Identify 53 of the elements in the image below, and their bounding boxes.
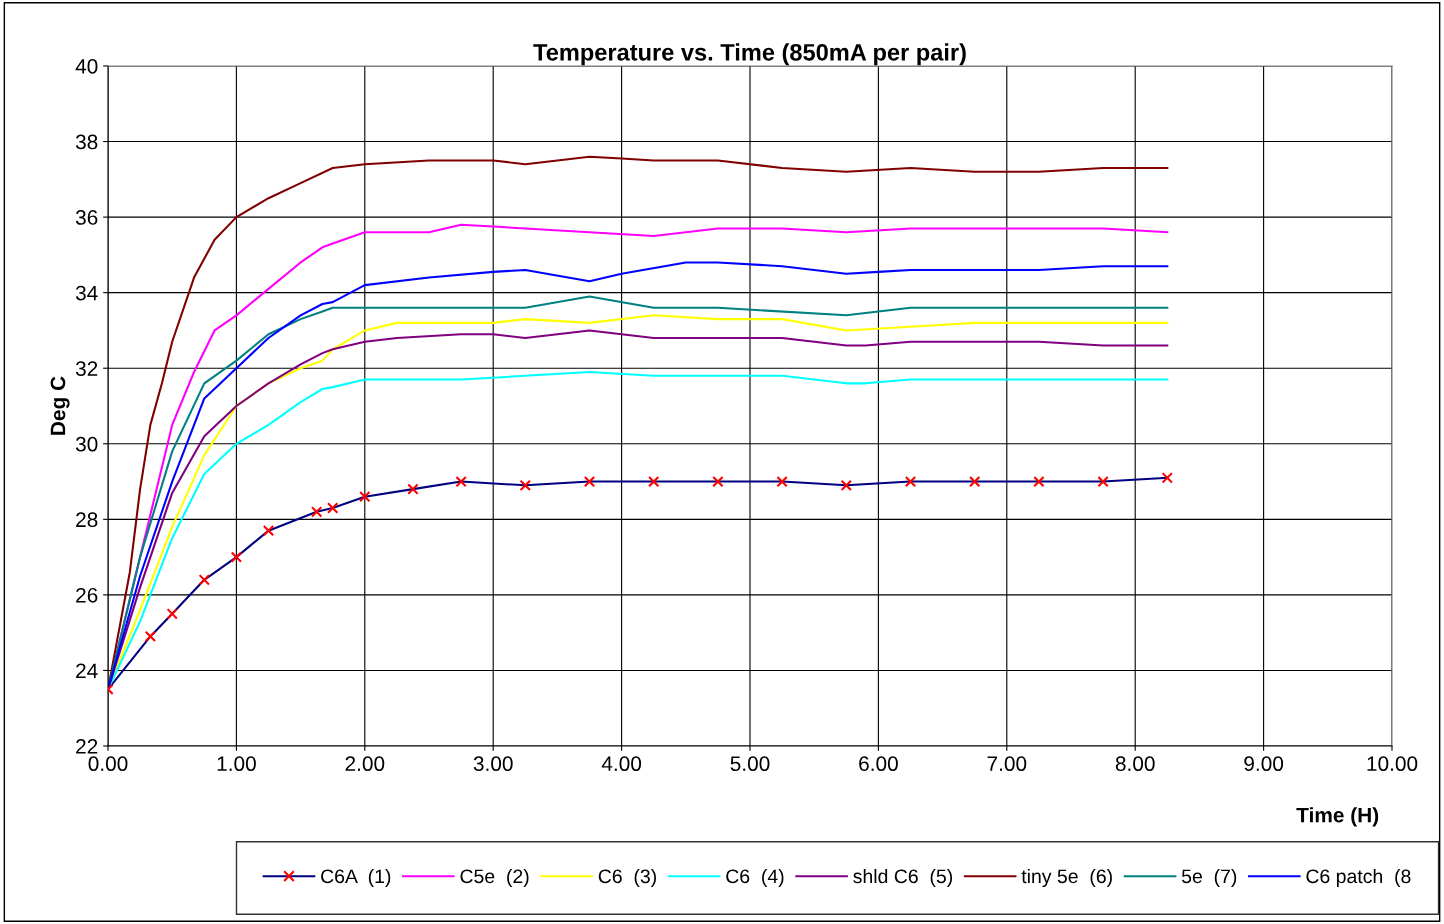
point — [230, 551, 243, 563]
y-tick-label: 28 — [76, 512, 98, 528]
legend-label: shld C6 (5) — [853, 868, 953, 888]
legend-label: tiny 5e (6) — [1021, 868, 1112, 888]
legend-label: C6 patch (8 — [1306, 868, 1411, 888]
point — [198, 574, 210, 586]
point — [1097, 475, 1109, 488]
point — [840, 479, 852, 492]
y-tick-label: 22 — [76, 739, 98, 754]
y-tick-label: 24 — [76, 663, 98, 678]
x-tick-label: 7.00 — [987, 756, 1027, 772]
x-tick-label: 2.00 — [345, 756, 385, 772]
y-axis-title: Deg C — [50, 376, 70, 435]
y-tick-label: 36 — [75, 210, 98, 225]
legend-label: 5e (7) — [1181, 868, 1237, 888]
y-tick-label: 38 — [75, 134, 98, 150]
y-tick-label: 26 — [76, 587, 98, 603]
point — [455, 475, 467, 488]
point — [144, 630, 157, 643]
point — [583, 475, 596, 488]
y-tick-label: 32 — [75, 361, 98, 376]
chart-title: Temperature vs. Time (850mA per pair) — [533, 43, 966, 66]
point — [1161, 472, 1173, 484]
point — [407, 483, 419, 495]
x-tick-label: 8.00 — [1115, 756, 1155, 772]
x-tick-label: 1.00 — [217, 756, 256, 772]
x-axis-title: Time (H) — [1296, 807, 1379, 827]
legend-label: C6 (3) — [598, 868, 656, 888]
x-tick-label: 9.00 — [1244, 756, 1284, 772]
x-tick-label: 0.00 — [88, 756, 128, 772]
point — [166, 608, 178, 620]
point — [904, 475, 917, 488]
point — [310, 506, 323, 518]
legend-label: C6 (4) — [726, 868, 784, 888]
x-tick-label: 3.00 — [473, 756, 513, 772]
point — [262, 524, 275, 537]
x-tick-label: 10.00 — [1367, 756, 1418, 772]
y-tick-label: 34 — [75, 285, 98, 301]
point — [1033, 475, 1045, 488]
x-tick-label: 6.00 — [859, 756, 898, 772]
legend-label: C5e (2) — [460, 868, 529, 888]
point — [648, 475, 660, 488]
point — [969, 475, 981, 488]
x-tick-label: 4.00 — [601, 756, 642, 772]
y-tick-label: 30 — [75, 436, 98, 452]
point — [327, 502, 339, 514]
point — [776, 475, 788, 488]
point — [519, 479, 531, 492]
y-tick-label: 40 — [75, 59, 98, 74]
point — [359, 490, 371, 503]
x-tick-label: 5.00 — [730, 756, 770, 772]
legend-label: C6A (1) — [321, 868, 391, 888]
point — [712, 475, 724, 488]
